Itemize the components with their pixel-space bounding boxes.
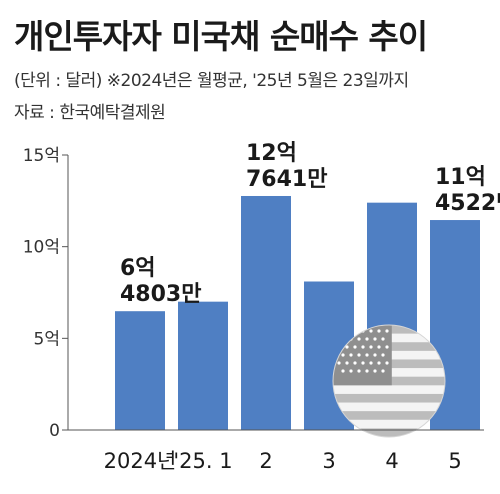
flag-star (349, 369, 353, 373)
data-label: 7641만 (246, 167, 327, 192)
flag-star (357, 369, 361, 373)
flag-stripe (333, 428, 445, 437)
x-tick-label: 2 (259, 449, 272, 473)
bar (115, 311, 165, 430)
flag-star (345, 361, 349, 365)
data-label: 12억 (246, 141, 297, 166)
unit-note: (단위 : 달러) ※2024년은 월평균, '25년 5월은 23일까지 (14, 71, 409, 91)
flag-stripe (333, 393, 445, 403)
y-tick-label: 15억 (23, 146, 60, 166)
chart-title: 개인투자자 미국채 순매수 추이 (14, 17, 428, 56)
flag-star (381, 369, 385, 373)
flag-star (365, 337, 369, 341)
flag-star (357, 337, 361, 341)
flag-star (361, 361, 365, 365)
x-tick-label: 3 (322, 449, 335, 473)
flag-star (369, 345, 373, 349)
flag-star (353, 361, 357, 365)
flag-star (369, 329, 373, 333)
flag-star (377, 345, 381, 349)
flag-star (377, 361, 381, 365)
flag-star (385, 345, 389, 349)
flag-star (385, 361, 389, 365)
flag-star (377, 329, 381, 333)
flag-star (349, 353, 353, 357)
x-tick-label: '25. 1 (173, 449, 232, 473)
x-tick-label: 4 (385, 449, 398, 473)
us-flag-icon (332, 324, 446, 438)
data-label: 4803만 (120, 282, 201, 307)
flag-star (365, 353, 369, 357)
x-tick-label: 2024년 (104, 449, 177, 473)
y-tick-label: 10억 (23, 238, 60, 258)
y-tick-label: 0 (49, 421, 60, 441)
y-tick-label: 5억 (34, 329, 60, 349)
flag-star (381, 353, 385, 357)
flag-star (373, 337, 377, 341)
bar (241, 195, 291, 430)
flag-star (341, 369, 345, 373)
data-label: 6억 (120, 256, 156, 281)
flag-rim (332, 324, 446, 438)
flag-star (381, 337, 385, 341)
flag-body (333, 325, 445, 437)
flag-stripe (333, 411, 445, 420)
data-label: 4522만 (435, 191, 500, 216)
source-note: 자료 : 한국예탁결제원 (14, 103, 166, 123)
flag-star (373, 353, 377, 357)
x-tick-label: 5 (448, 449, 461, 473)
x-axis: 2024년'25. 1 2 3 4 5 (68, 429, 484, 473)
flag-star (373, 369, 377, 373)
flag-star (357, 353, 361, 357)
flag-star (365, 369, 369, 373)
flag-star (345, 345, 349, 349)
flag-star (353, 345, 357, 349)
y-axis: 0 5억 10억 15억 (23, 146, 69, 441)
flag-star (361, 345, 365, 349)
flag-star (341, 353, 345, 357)
flag-star (369, 361, 373, 365)
flag-star (337, 361, 341, 365)
flag-star (385, 329, 389, 333)
bar (178, 301, 228, 430)
data-label: 11억 (435, 165, 486, 190)
